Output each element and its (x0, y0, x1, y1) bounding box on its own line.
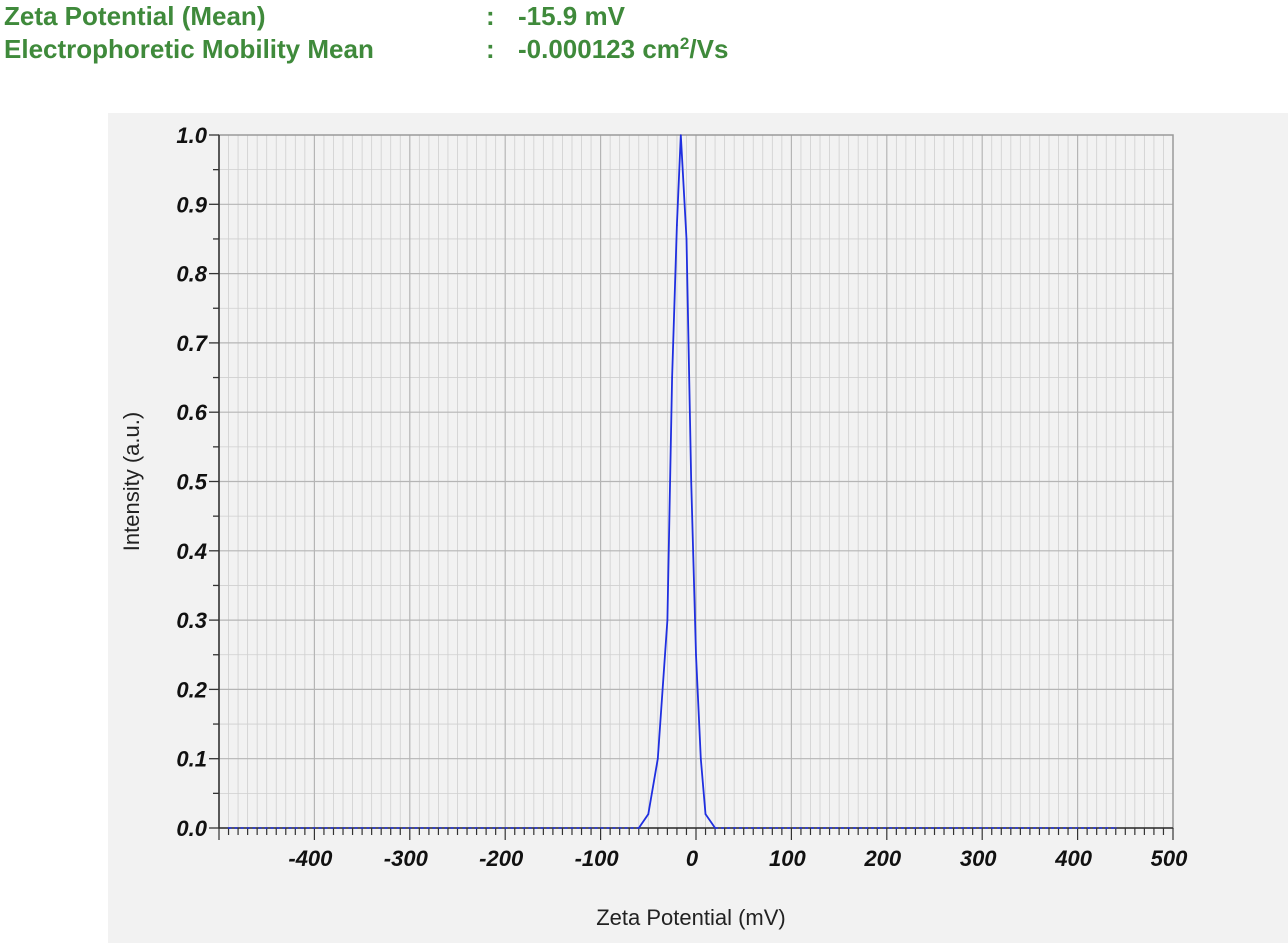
grid-major (219, 135, 1173, 828)
x-tick-label: -100 (575, 846, 620, 871)
zeta-potential-value-text: -15.9 mV (518, 1, 625, 31)
series-point (699, 757, 702, 760)
zeta-potential-label: Zeta Potential (Mean) (4, 1, 266, 31)
y-tick-label: 0.8 (176, 262, 207, 287)
series-point (690, 480, 693, 483)
mobility-value: -0.000123 cm2/Vs (518, 33, 728, 66)
series-point (637, 827, 640, 829)
series-point (1114, 827, 1117, 829)
series-point (666, 619, 669, 621)
x-tick-label: -400 (288, 846, 333, 871)
series-point (714, 827, 716, 829)
x-tick-label: 400 (1054, 846, 1092, 871)
x-tick-label: -200 (479, 846, 524, 871)
y-tick-label: 0.0 (176, 816, 207, 841)
series-layer (227, 134, 1117, 829)
mobility-colon: : (486, 34, 495, 64)
series-point (227, 827, 230, 829)
x-axis: -400 -300 -200 -100 0 100 200 300 400 500 (218, 827, 1188, 871)
series-point (657, 757, 659, 760)
x-tick-label: -300 (384, 846, 429, 871)
series-point (685, 238, 688, 240)
series-point (695, 653, 697, 656)
y-tick-label: 0.9 (176, 192, 207, 217)
y-tick-label: 0.3 (176, 608, 207, 633)
y-tick-label: 0.7 (176, 331, 208, 356)
zeta-potential-colon: : (486, 1, 495, 31)
y-tick-label: 1.0 (176, 123, 207, 148)
x-axis-title: Zeta Potential (mV) (596, 905, 786, 930)
x-tick-label: 300 (960, 846, 997, 871)
y-tick-label: 0.6 (176, 400, 207, 425)
x-tick-label: 500 (1151, 846, 1188, 871)
y-axis: 0.0 0.1 0.2 0.3 0.4 0.5 0.6 0.7 0.8 0.9 1.0 (176, 123, 220, 841)
mobility-unit-tail: /Vs (689, 34, 729, 64)
y-tick-label: 0.1 (176, 747, 207, 772)
x-tick-label: 100 (769, 846, 806, 871)
mobility-label: Electrophoretic Mobility Mean (4, 34, 374, 64)
y-tick-label: 0.2 (176, 677, 207, 702)
y-tick-label: 0.5 (176, 470, 207, 495)
x-tick-label: 200 (863, 846, 901, 871)
mobility-unit-superscript: 2 (679, 34, 690, 53)
y-axis-title: Intensity (a.u.) (119, 412, 144, 551)
series-point (704, 813, 707, 815)
series-point (647, 813, 650, 815)
mobility-value-text: -0.000123 cm (518, 34, 680, 64)
series-point (671, 376, 673, 379)
series-point (676, 224, 678, 226)
series-point (680, 134, 682, 136)
y-tick-label: 0.4 (176, 539, 207, 564)
x-tick-label: 0 (686, 846, 699, 871)
zeta-potential-value: -15.9 mV (518, 0, 625, 33)
